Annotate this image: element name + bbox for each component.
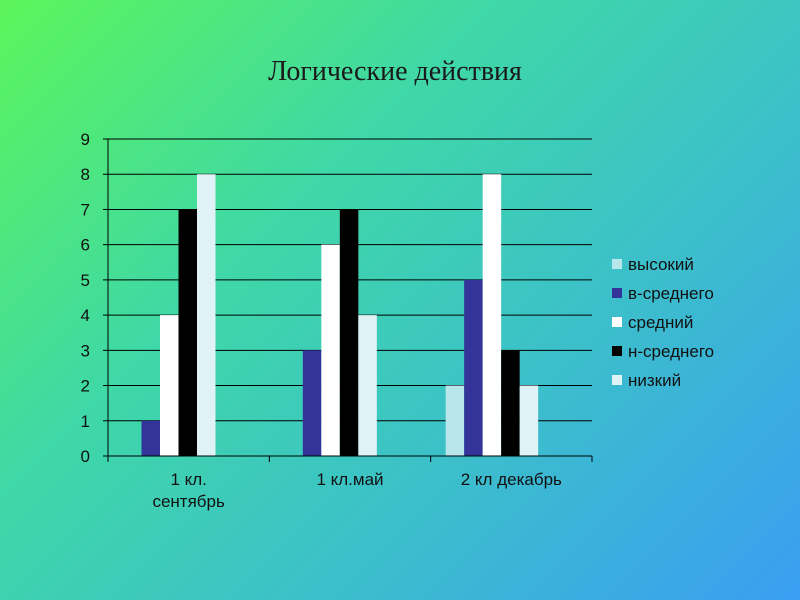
legend-swatch — [612, 317, 622, 327]
bar — [482, 174, 502, 456]
y-tick-label: 1 — [81, 412, 90, 431]
legend-label: в-среднего — [628, 284, 714, 303]
bar — [160, 315, 179, 456]
bar — [339, 209, 359, 456]
y-tick-label: 5 — [81, 271, 90, 290]
y-tick-label: 4 — [81, 306, 90, 325]
bar — [197, 174, 216, 456]
y-tick-label: 7 — [81, 200, 90, 219]
bar — [141, 420, 160, 456]
bar — [358, 315, 377, 456]
y-tick-label: 2 — [81, 377, 90, 396]
legend-label: н-среднего — [628, 342, 714, 361]
legend-swatch — [612, 288, 622, 298]
legend-swatch — [612, 346, 622, 356]
x-tick-label: 1 кл.май — [316, 470, 383, 489]
bar — [464, 279, 483, 456]
legend: высокий в-среднего средний н-среднего низкий — [612, 255, 714, 390]
y-tick-label: 9 — [81, 130, 90, 149]
bar — [519, 385, 539, 456]
bar — [302, 350, 322, 456]
x-tick-label: 2 кл декабрь — [461, 470, 562, 489]
y-tick-label: 3 — [81, 341, 90, 360]
legend-swatch — [612, 375, 622, 385]
y-tick-label: 8 — [81, 165, 90, 184]
y-tick-label: 0 — [81, 447, 90, 466]
bar — [321, 244, 340, 456]
bars — [141, 174, 539, 456]
y-tick-label: 6 — [81, 236, 90, 255]
legend-label: низкий — [628, 371, 681, 390]
legend-label: высокий — [628, 255, 694, 274]
bar — [501, 350, 520, 456]
legend-label: средний — [628, 313, 693, 332]
bar — [178, 209, 197, 456]
legend-swatch — [612, 259, 622, 269]
x-axis: 1 кл. сентябрь 1 кл.май 2 кл декабрь — [107, 455, 593, 511]
y-axis: 0 1 2 3 4 5 6 7 8 9 — [81, 130, 109, 466]
bar — [445, 385, 465, 456]
chart-title: Логические действия — [268, 56, 522, 87]
x-tick-label: 1 кл. сентябрь — [152, 470, 225, 511]
